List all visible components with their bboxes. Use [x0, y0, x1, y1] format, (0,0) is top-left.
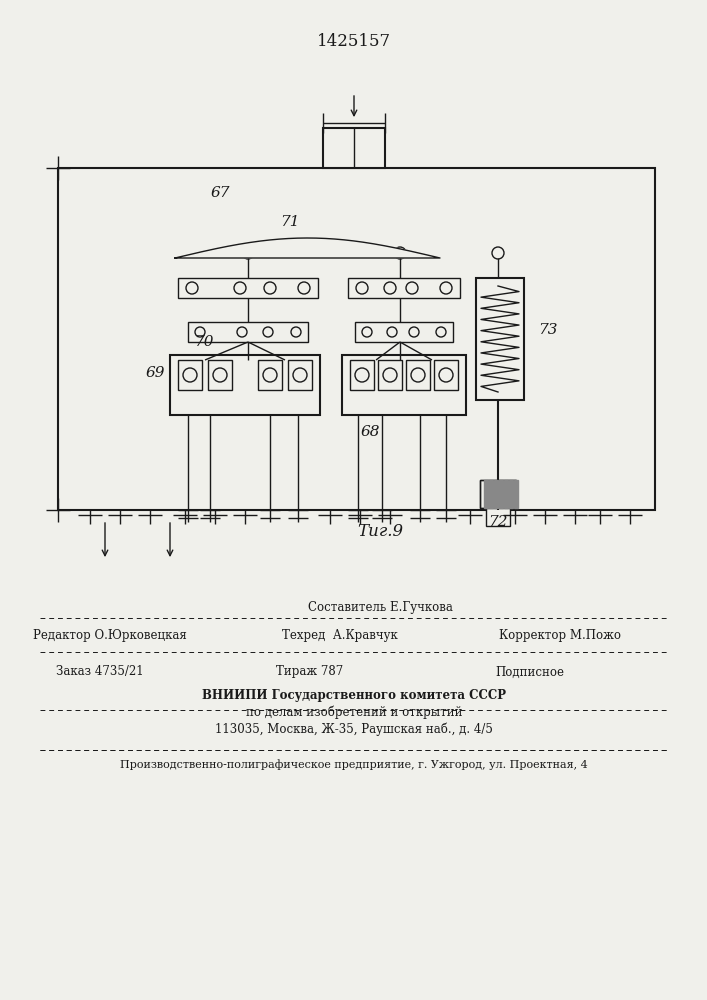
Bar [342, 355, 466, 415]
Text: 73: 73 [538, 323, 558, 337]
Bar [348, 278, 460, 298]
Bar [406, 360, 430, 390]
Circle shape [234, 282, 246, 294]
Circle shape [213, 368, 227, 382]
Circle shape [411, 368, 425, 382]
Polygon shape [175, 238, 440, 258]
Polygon shape [499, 480, 503, 508]
Polygon shape [504, 480, 508, 508]
Circle shape [362, 327, 372, 337]
Circle shape [242, 247, 254, 259]
Bar [170, 355, 320, 415]
Bar [288, 360, 312, 390]
Bar [350, 360, 374, 390]
Text: Τиг.9: Τиг.9 [357, 524, 403, 540]
Circle shape [186, 282, 198, 294]
Circle shape [195, 327, 205, 337]
Text: Редактор О.Юрковецкая: Редактор О.Юрковецкая [33, 629, 187, 642]
Text: Техред  А.Кравчук: Техред А.Кравчук [282, 629, 398, 642]
Text: Тираж 787: Тираж 787 [276, 666, 344, 678]
Bar [355, 322, 453, 342]
Text: 72: 72 [489, 515, 508, 529]
Circle shape [409, 327, 419, 337]
Circle shape [263, 327, 273, 337]
Bar [378, 360, 402, 390]
Text: 69: 69 [145, 366, 165, 380]
Bar [323, 128, 385, 168]
Circle shape [383, 368, 397, 382]
Text: 67: 67 [210, 186, 230, 200]
Circle shape [440, 282, 452, 294]
Circle shape [298, 282, 310, 294]
Circle shape [436, 327, 446, 337]
Bar [178, 360, 202, 390]
Circle shape [394, 247, 406, 259]
Text: Заказ 4735/21: Заказ 4735/21 [56, 666, 144, 678]
Polygon shape [509, 480, 513, 508]
Text: Корректор М.Пожо: Корректор М.Пожо [499, 629, 621, 642]
Bar [178, 278, 318, 298]
Polygon shape [514, 480, 518, 508]
Text: 71: 71 [280, 215, 300, 229]
Circle shape [263, 368, 277, 382]
Circle shape [387, 327, 397, 337]
Bar [486, 508, 510, 526]
Text: Подписное: Подписное [496, 666, 564, 678]
Text: по делам изобретений и открытий: по делам изобретений и открытий [246, 705, 462, 719]
Circle shape [264, 282, 276, 294]
Bar [58, 168, 655, 510]
Text: Составитель Е.Гучкова: Составитель Е.Гучкова [308, 600, 452, 613]
Circle shape [356, 282, 368, 294]
Text: ВНИИПИ Государственного комитета СССР: ВНИИПИ Государственного комитета СССР [202, 688, 506, 702]
Circle shape [492, 247, 504, 259]
Bar [476, 278, 524, 400]
Circle shape [406, 282, 418, 294]
Text: 68: 68 [361, 425, 380, 439]
Text: 70: 70 [194, 335, 214, 349]
Bar [480, 480, 516, 508]
Circle shape [237, 327, 247, 337]
Circle shape [183, 368, 197, 382]
Circle shape [439, 368, 453, 382]
Bar [208, 360, 232, 390]
Polygon shape [494, 480, 498, 508]
Circle shape [355, 368, 369, 382]
Bar [258, 360, 282, 390]
Bar [188, 322, 308, 342]
Bar [480, 480, 516, 508]
Text: 113035, Москва, Ж-35, Раушская наб., д. 4/5: 113035, Москва, Ж-35, Раушская наб., д. … [215, 722, 493, 736]
Text: Производственно-полиграфическое предприятие, г. Ужгород, ул. Проектная, 4: Производственно-полиграфическое предприя… [120, 760, 588, 770]
Polygon shape [489, 480, 493, 508]
Polygon shape [484, 480, 488, 508]
Circle shape [384, 282, 396, 294]
Bar [434, 360, 458, 390]
Text: 1425157: 1425157 [317, 33, 391, 50]
Circle shape [293, 368, 307, 382]
Circle shape [291, 327, 301, 337]
